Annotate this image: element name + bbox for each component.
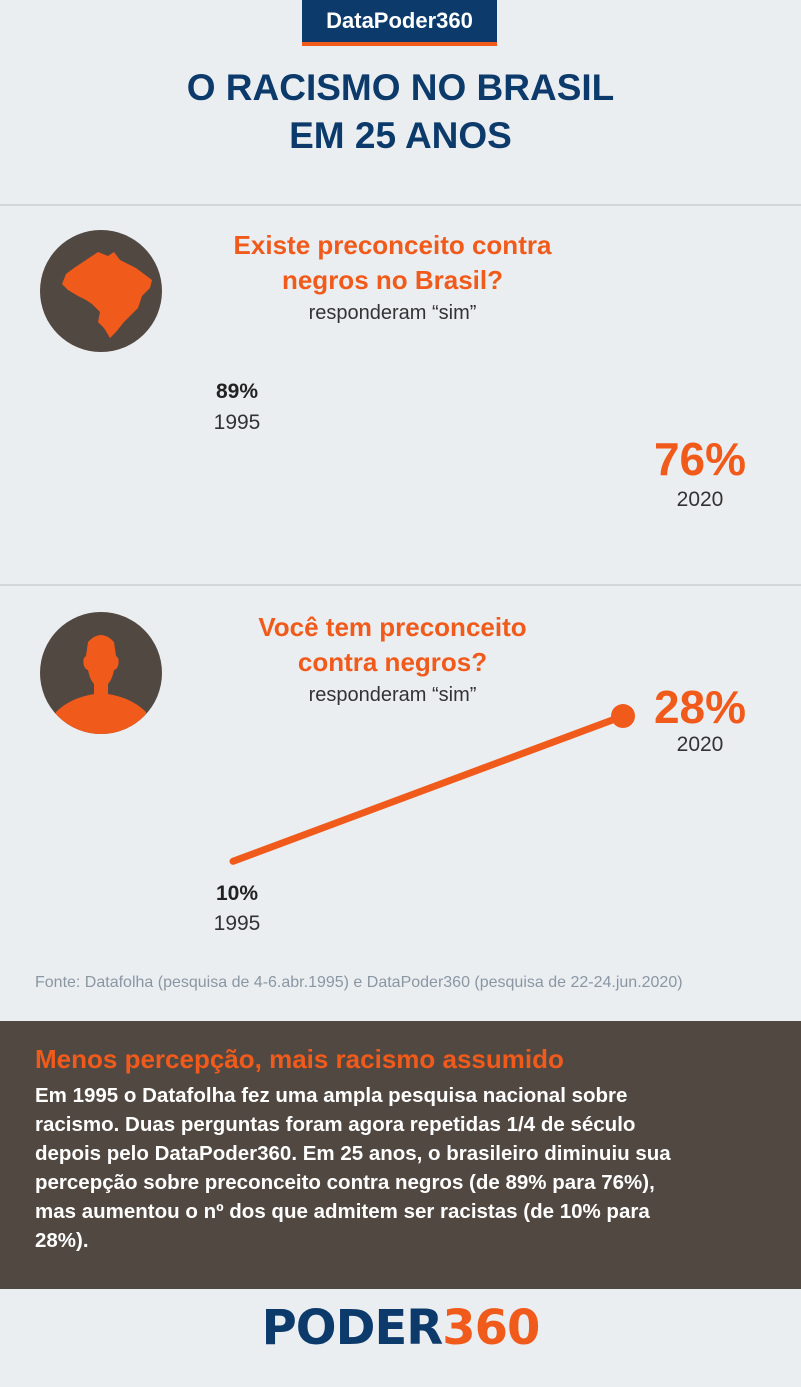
chart2-end-label: 28% [653, 681, 747, 733]
chart2-end-year: 2020 [676, 733, 724, 756]
summary-line: percepção sobre preconceito contra negro… [35, 1171, 655, 1194]
page-title-line2: EM 25 ANOS [289, 115, 512, 156]
logo-poder: PODER [261, 1300, 444, 1356]
chart1-start-label: 89% [215, 380, 259, 403]
source-note: Fonte: Datafolha (pesquisa de 4-6.abr.19… [35, 974, 683, 991]
summary-line: Em 1995 o Datafolha fez uma ampla pesqui… [35, 1084, 628, 1107]
chart1-start-year: 1995 [213, 411, 261, 434]
summary-line: racismo. Duas perguntas foram agora repe… [35, 1113, 636, 1136]
chart2-question-line2: contra negros? [297, 647, 488, 677]
chart2-end-point [611, 704, 635, 729]
chart2-question: Você tem preconceito contra negros? [180, 610, 605, 680]
chart2-start-year: 1995 [213, 912, 261, 935]
chart2-question-line1: Você tem preconceito [258, 612, 527, 642]
chart1-subtitle: responderam “sim” [308, 302, 477, 324]
chart2-start-label: 10% [215, 882, 259, 905]
chart2-plot [229, 704, 635, 865]
summary-line: depois pelo DataPoder360. Em 25 anos, o … [35, 1142, 671, 1165]
chart2-subtitle: responderam “sim” [308, 684, 477, 706]
section-divider [0, 204, 801, 206]
summary-body: Em 1995 o Datafolha fez uma ampla pesqui… [35, 1081, 735, 1255]
chart1-end-label: 76% [653, 433, 747, 485]
summary-line: 28%). [35, 1229, 89, 1252]
summary-box [0, 1021, 801, 1289]
brazil-map-icon [40, 230, 162, 352]
chart1-question: Existe preconceito contra negros no Bras… [180, 228, 605, 298]
chart1-end-year: 2020 [676, 488, 724, 511]
section-divider [0, 584, 801, 586]
chart2-series-line [229, 712, 627, 865]
datapoder360-badge: DataPoder360 [302, 0, 497, 46]
chart1-question-line2: negros no Brasil? [281, 265, 504, 295]
summary-heading: Menos percepção, mais racismo assumido [35, 1044, 564, 1074]
page-title-line1: O RACISMO NO BRASIL [186, 67, 615, 108]
summary-line: mas aumentou o nº dos que admitem ser ra… [35, 1200, 650, 1223]
page-title: O RACISMO NO BRASIL EM 25 ANOS [0, 64, 801, 160]
person-silhouette-icon [40, 612, 162, 734]
chart1-question-line1: Existe preconceito contra [233, 230, 552, 260]
poder360-logo: PODER360 [0, 1300, 801, 1356]
logo-360: 360 [442, 1300, 540, 1356]
